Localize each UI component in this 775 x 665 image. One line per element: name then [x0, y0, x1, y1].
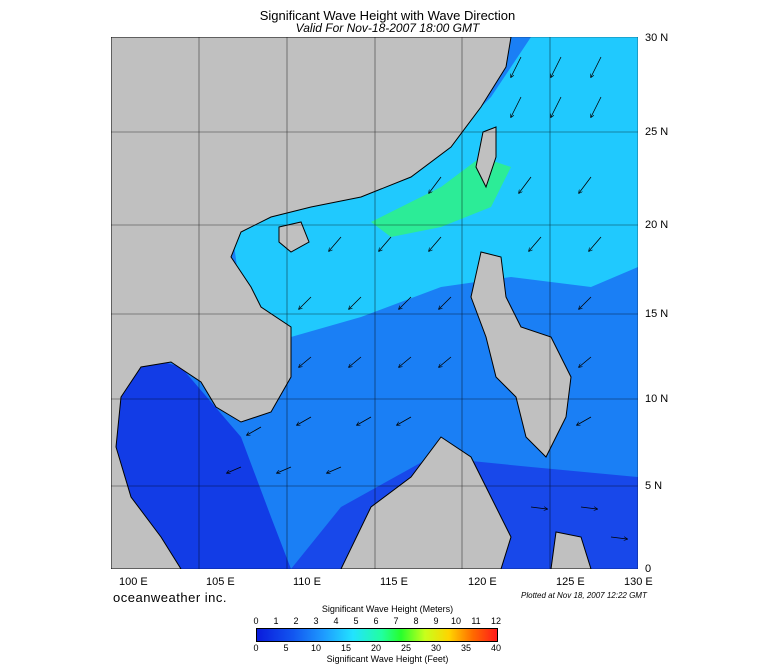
- feet-tick: 15: [340, 643, 352, 653]
- borneo: [340, 436, 512, 569]
- meters-tick: 11: [471, 616, 481, 626]
- feet-tick: 5: [283, 643, 289, 653]
- plotted-timestamp: Plotted at Nov 18, 2007 12:22 GMT: [521, 591, 647, 600]
- feet-tick: 25: [400, 643, 412, 653]
- lon-label-105e: 105 E: [206, 576, 235, 588]
- sulawesi: [550, 531, 592, 569]
- lat-label-20n: 20 N: [645, 219, 669, 231]
- colorbar-title-meters: Significant Wave Height (Meters): [321, 604, 454, 614]
- hainan: [278, 221, 310, 253]
- feet-tick: 30: [430, 643, 442, 653]
- map-subtitle: Valid For Nov-18-2007 18:00 GMT: [295, 21, 480, 35]
- meters-tick: 8: [413, 616, 419, 626]
- lat-label-15n: 15 N: [645, 308, 669, 320]
- lon-label-100e: 100 E: [119, 576, 148, 588]
- meters-tick: 9: [433, 616, 439, 626]
- feet-tick: 10: [310, 643, 322, 653]
- meters-tick: 10: [450, 616, 462, 626]
- philippines: [470, 251, 572, 458]
- lat-label-30n: 30 N: [645, 32, 669, 44]
- wave-direction-arrows: [227, 56, 627, 539]
- meters-tick: 1: [273, 616, 279, 626]
- peak-wave-zone: [371, 157, 511, 237]
- meters-tick: 7: [393, 616, 399, 626]
- mainland-asia: [111, 37, 512, 569]
- lat-label-10n: 10 N: [645, 393, 669, 405]
- feet-tick: 20: [370, 643, 382, 653]
- high-wave-zone: [231, 37, 638, 337]
- lon-label-120e: 120 E: [468, 576, 497, 588]
- meters-tick: 2: [293, 616, 299, 626]
- lon-label-125e: 125 E: [556, 576, 585, 588]
- wave-map: [111, 37, 638, 569]
- meters-tick: 4: [333, 616, 339, 626]
- lon-label-115e: 115 E: [380, 576, 408, 588]
- lat-label-25n: 25 N: [645, 126, 669, 138]
- colorbar-title-feet: Significant Wave Height (Feet): [326, 654, 449, 664]
- meters-tick: 5: [353, 616, 359, 626]
- meters-tick: 6: [373, 616, 379, 626]
- lon-label-110e: 110 E: [293, 576, 321, 588]
- feet-tick: 40: [490, 643, 502, 653]
- gulf-thailand-zone: [111, 347, 291, 569]
- meters-tick: 0: [253, 616, 259, 626]
- brand-logo: oceanweather inc.: [113, 590, 228, 605]
- feet-tick: 0: [253, 643, 259, 653]
- lon-label-130e: 130 E: [624, 576, 653, 588]
- lat-label-5n: 5 N: [645, 480, 663, 492]
- grid: [111, 37, 638, 569]
- meters-tick: 3: [313, 616, 319, 626]
- meters-tick: 12: [490, 616, 502, 626]
- colorbar-gradient: [256, 628, 498, 642]
- map-title: Significant Wave Height with Wave Direct…: [259, 8, 516, 23]
- lat-label-0: 0: [645, 563, 652, 575]
- feet-tick: 35: [460, 643, 472, 653]
- taiwan: [475, 126, 497, 189]
